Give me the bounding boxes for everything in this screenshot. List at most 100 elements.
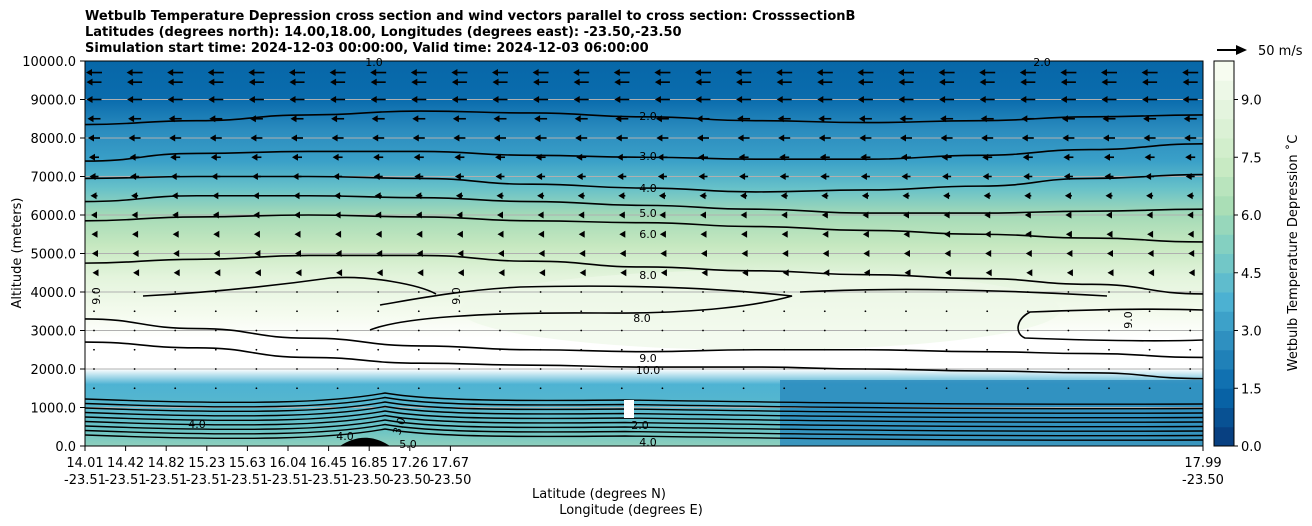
wind-vector-head <box>370 96 377 103</box>
wind-vector <box>1108 310 1110 313</box>
wind-vector-head <box>1063 153 1070 161</box>
wind-vector-head <box>1066 250 1073 257</box>
wind-vector-head <box>657 173 664 180</box>
wind-vector <box>905 329 907 332</box>
wind-vector-head <box>614 78 621 86</box>
wind-vector-head <box>698 173 705 180</box>
wind-vector <box>783 348 786 351</box>
wind-vector-head <box>412 115 419 123</box>
wind-vector-head <box>620 269 627 277</box>
contour-labels: 1.02.03.04.05.06.08.08.09.010.09.0 9.09.0… <box>90 56 1135 451</box>
wind-vector <box>580 291 583 293</box>
wind-vector <box>214 291 217 293</box>
wind-vector <box>458 387 461 390</box>
wind-vector-head <box>942 173 949 180</box>
contour-label-text: 2.0 <box>1033 56 1051 69</box>
wind-vector-head <box>1020 78 1027 86</box>
wind-vector-head <box>88 134 94 142</box>
wind-vector-head <box>1106 211 1112 219</box>
wind-vector <box>296 387 298 390</box>
colorbar-segment <box>1214 80 1234 100</box>
wind-vector <box>174 329 177 332</box>
wind-vector-head <box>456 230 463 238</box>
wind-vector <box>945 387 948 390</box>
colorbar-segment <box>1214 426 1234 447</box>
contour-pocket <box>1017 308 1204 342</box>
x-tick-label-lon: -23.51 <box>267 473 309 488</box>
contour-line-2.0 <box>84 110 1204 126</box>
wind-vector <box>945 310 948 313</box>
contour-pocket <box>369 285 793 331</box>
wind-vector <box>296 329 298 332</box>
wind-vector <box>93 387 95 390</box>
wind-vector <box>1067 387 1070 390</box>
wind-vector <box>417 348 420 351</box>
wind-vector <box>620 310 623 313</box>
colorbar-segment <box>1214 176 1234 197</box>
wind-vector <box>377 387 380 390</box>
wind-vector <box>783 310 786 313</box>
wind-vector <box>255 387 258 390</box>
wind-vector <box>905 348 907 351</box>
wind-vector-head <box>538 250 545 257</box>
wind-vector <box>702 291 704 293</box>
wind-vector <box>255 348 258 351</box>
contour-line-9.0 <box>84 318 1204 359</box>
contour-label: 3.0 <box>639 150 657 163</box>
contour-line-6.0 <box>84 214 1204 243</box>
wind-vector <box>1189 368 1192 370</box>
wind-vector-head <box>576 173 583 180</box>
wind-vector-head <box>1103 134 1109 142</box>
x-tick-label-lat: 15.23 <box>188 456 225 471</box>
y-tick-label: 2000.0 <box>31 363 77 378</box>
wind-vector <box>580 368 583 370</box>
wind-vector-head <box>898 96 905 103</box>
wind-vector-head <box>659 211 666 219</box>
wind-vector-head <box>777 115 784 123</box>
contour-label-text: 2.0 <box>639 110 657 123</box>
wind-vector-head <box>695 69 701 77</box>
x-tick-label-lon: -23.50 <box>348 473 390 488</box>
wind-vector <box>864 368 867 370</box>
dry-pocket <box>460 270 1060 350</box>
wind-vector-head <box>334 211 341 219</box>
wind-vector-head <box>1182 96 1189 103</box>
wind-vector <box>93 368 95 370</box>
wind-vector-head <box>859 134 866 142</box>
wind-vector-head <box>615 134 622 142</box>
wind-vector <box>417 387 420 390</box>
wind-vector-head <box>619 250 626 257</box>
wind-vector-head <box>453 134 460 142</box>
wind-vector <box>255 368 258 370</box>
x-tick-label-lon: -23.51 <box>145 473 187 488</box>
wind-vector-head <box>1024 192 1031 200</box>
wind-key: 50 m/s <box>1217 44 1303 59</box>
wind-vector <box>580 348 583 351</box>
wind-vector-head <box>1143 134 1150 142</box>
wind-vector <box>1067 310 1070 313</box>
wind-vector-head <box>213 250 220 257</box>
wind-vector <box>864 348 867 351</box>
wind-vector <box>1108 291 1110 293</box>
wind-vector-head <box>816 69 823 77</box>
wind-vector-head <box>370 78 377 86</box>
wind-vector-head <box>332 153 339 161</box>
wind-vector-head <box>329 69 336 77</box>
wind-vector-head <box>294 211 300 219</box>
wind-vector-head <box>173 250 180 257</box>
wind-vector-head <box>1066 269 1073 277</box>
wind-vector-head <box>1182 69 1189 77</box>
wind-vector <box>377 291 380 293</box>
title-line-3: Simulation start time: 2024-12-03 00:00:… <box>85 41 649 56</box>
wind-vector-head <box>737 115 744 123</box>
contour-label: 5.0 <box>639 207 657 220</box>
contour-lines <box>84 110 1204 380</box>
wind-vector <box>1108 368 1110 370</box>
contour-label-text: 9.0 <box>450 287 463 305</box>
wind-vector <box>1067 329 1070 332</box>
wind-vector-head <box>128 115 135 123</box>
wind-vector-head <box>1101 69 1107 77</box>
wind-vector <box>661 387 664 390</box>
wind-vector-head <box>253 211 260 219</box>
wind-vector <box>255 291 258 293</box>
